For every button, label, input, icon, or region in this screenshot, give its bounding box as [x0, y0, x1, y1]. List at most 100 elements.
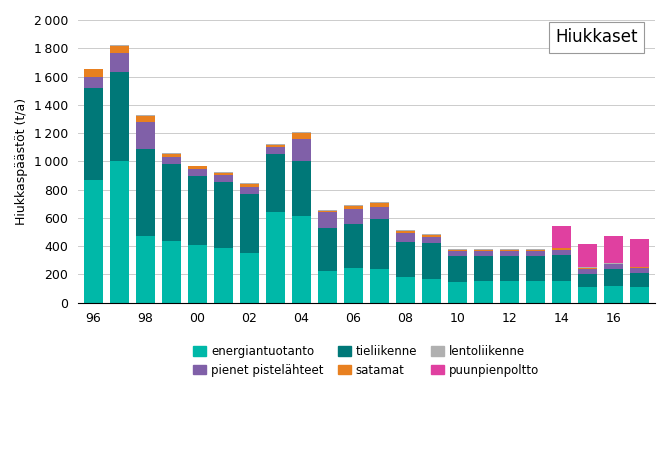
Bar [396, 277, 415, 302]
Bar [526, 249, 545, 250]
Bar [240, 194, 259, 253]
Bar [396, 233, 415, 242]
Bar [604, 263, 622, 264]
Bar [396, 242, 415, 277]
Bar [552, 226, 571, 247]
Bar [292, 132, 311, 133]
Bar [370, 203, 389, 207]
Bar [630, 287, 649, 302]
Bar [266, 154, 285, 212]
Bar [630, 273, 649, 287]
Bar [578, 269, 597, 274]
Bar [526, 250, 545, 251]
Bar [136, 236, 155, 302]
Bar [630, 268, 649, 273]
Bar [630, 239, 649, 267]
Text: Hiukkaset: Hiukkaset [555, 28, 638, 47]
Bar [136, 122, 155, 149]
Bar [344, 209, 362, 224]
Bar [552, 248, 571, 250]
Bar [552, 281, 571, 302]
Bar [292, 216, 311, 302]
Bar [500, 281, 519, 302]
Bar [604, 264, 622, 265]
Bar [474, 250, 492, 251]
Bar [162, 153, 181, 154]
Bar [448, 249, 467, 250]
Bar [396, 230, 415, 231]
Bar [344, 205, 362, 206]
Bar [474, 249, 492, 250]
Bar [474, 256, 492, 281]
Bar [292, 133, 311, 139]
Bar [84, 69, 103, 77]
Bar [162, 164, 181, 241]
Bar [604, 265, 622, 269]
Bar [630, 267, 649, 268]
Bar [266, 145, 285, 147]
Bar [344, 268, 362, 302]
Bar [188, 176, 206, 246]
Bar [214, 247, 232, 302]
Bar [188, 165, 206, 166]
Bar [162, 154, 181, 157]
Bar [604, 286, 622, 302]
Bar [266, 212, 285, 302]
Bar [240, 187, 259, 194]
Bar [136, 149, 155, 236]
Bar [162, 157, 181, 164]
Legend: energiantuotanto, pienet pistelähteet, tieliikenne, satamat, lentoliikenne, puun: energiantuotanto, pienet pistelähteet, t… [189, 340, 544, 382]
Bar [604, 236, 622, 263]
Bar [188, 246, 206, 302]
Bar [318, 228, 337, 271]
Bar [162, 241, 181, 302]
Bar [526, 256, 545, 281]
Bar [110, 72, 129, 161]
Bar [214, 172, 232, 176]
Bar [578, 244, 597, 267]
Bar [110, 53, 129, 72]
Bar [240, 183, 259, 184]
Bar [474, 251, 492, 256]
Bar [448, 251, 467, 256]
Bar [396, 231, 415, 233]
Bar [422, 279, 441, 302]
Bar [84, 88, 103, 180]
Bar [84, 180, 103, 302]
Bar [318, 210, 337, 211]
Bar [500, 251, 519, 256]
Bar [604, 269, 622, 286]
Bar [110, 161, 129, 302]
Bar [578, 287, 597, 302]
Bar [266, 147, 285, 154]
Bar [318, 212, 337, 228]
Bar [552, 247, 571, 248]
Bar [422, 243, 441, 279]
Bar [214, 176, 232, 182]
Bar [448, 256, 467, 282]
Bar [344, 224, 362, 268]
Bar [578, 267, 597, 268]
Bar [84, 77, 103, 88]
Bar [474, 281, 492, 302]
Bar [292, 161, 311, 216]
Bar [188, 166, 206, 169]
Bar [344, 206, 362, 209]
Bar [318, 211, 337, 212]
Bar [500, 250, 519, 251]
Y-axis label: Hiukkaspäästöt (t/a): Hiukkaspäästöt (t/a) [15, 98, 28, 225]
Bar [214, 182, 232, 247]
Bar [448, 250, 467, 251]
Bar [370, 269, 389, 302]
Bar [110, 46, 129, 53]
Bar [526, 251, 545, 256]
Bar [240, 184, 259, 187]
Bar [448, 282, 467, 302]
Bar [500, 256, 519, 281]
Bar [292, 139, 311, 161]
Bar [552, 254, 571, 281]
Bar [526, 281, 545, 302]
Bar [422, 235, 441, 237]
Bar [370, 219, 389, 269]
Bar [500, 249, 519, 250]
